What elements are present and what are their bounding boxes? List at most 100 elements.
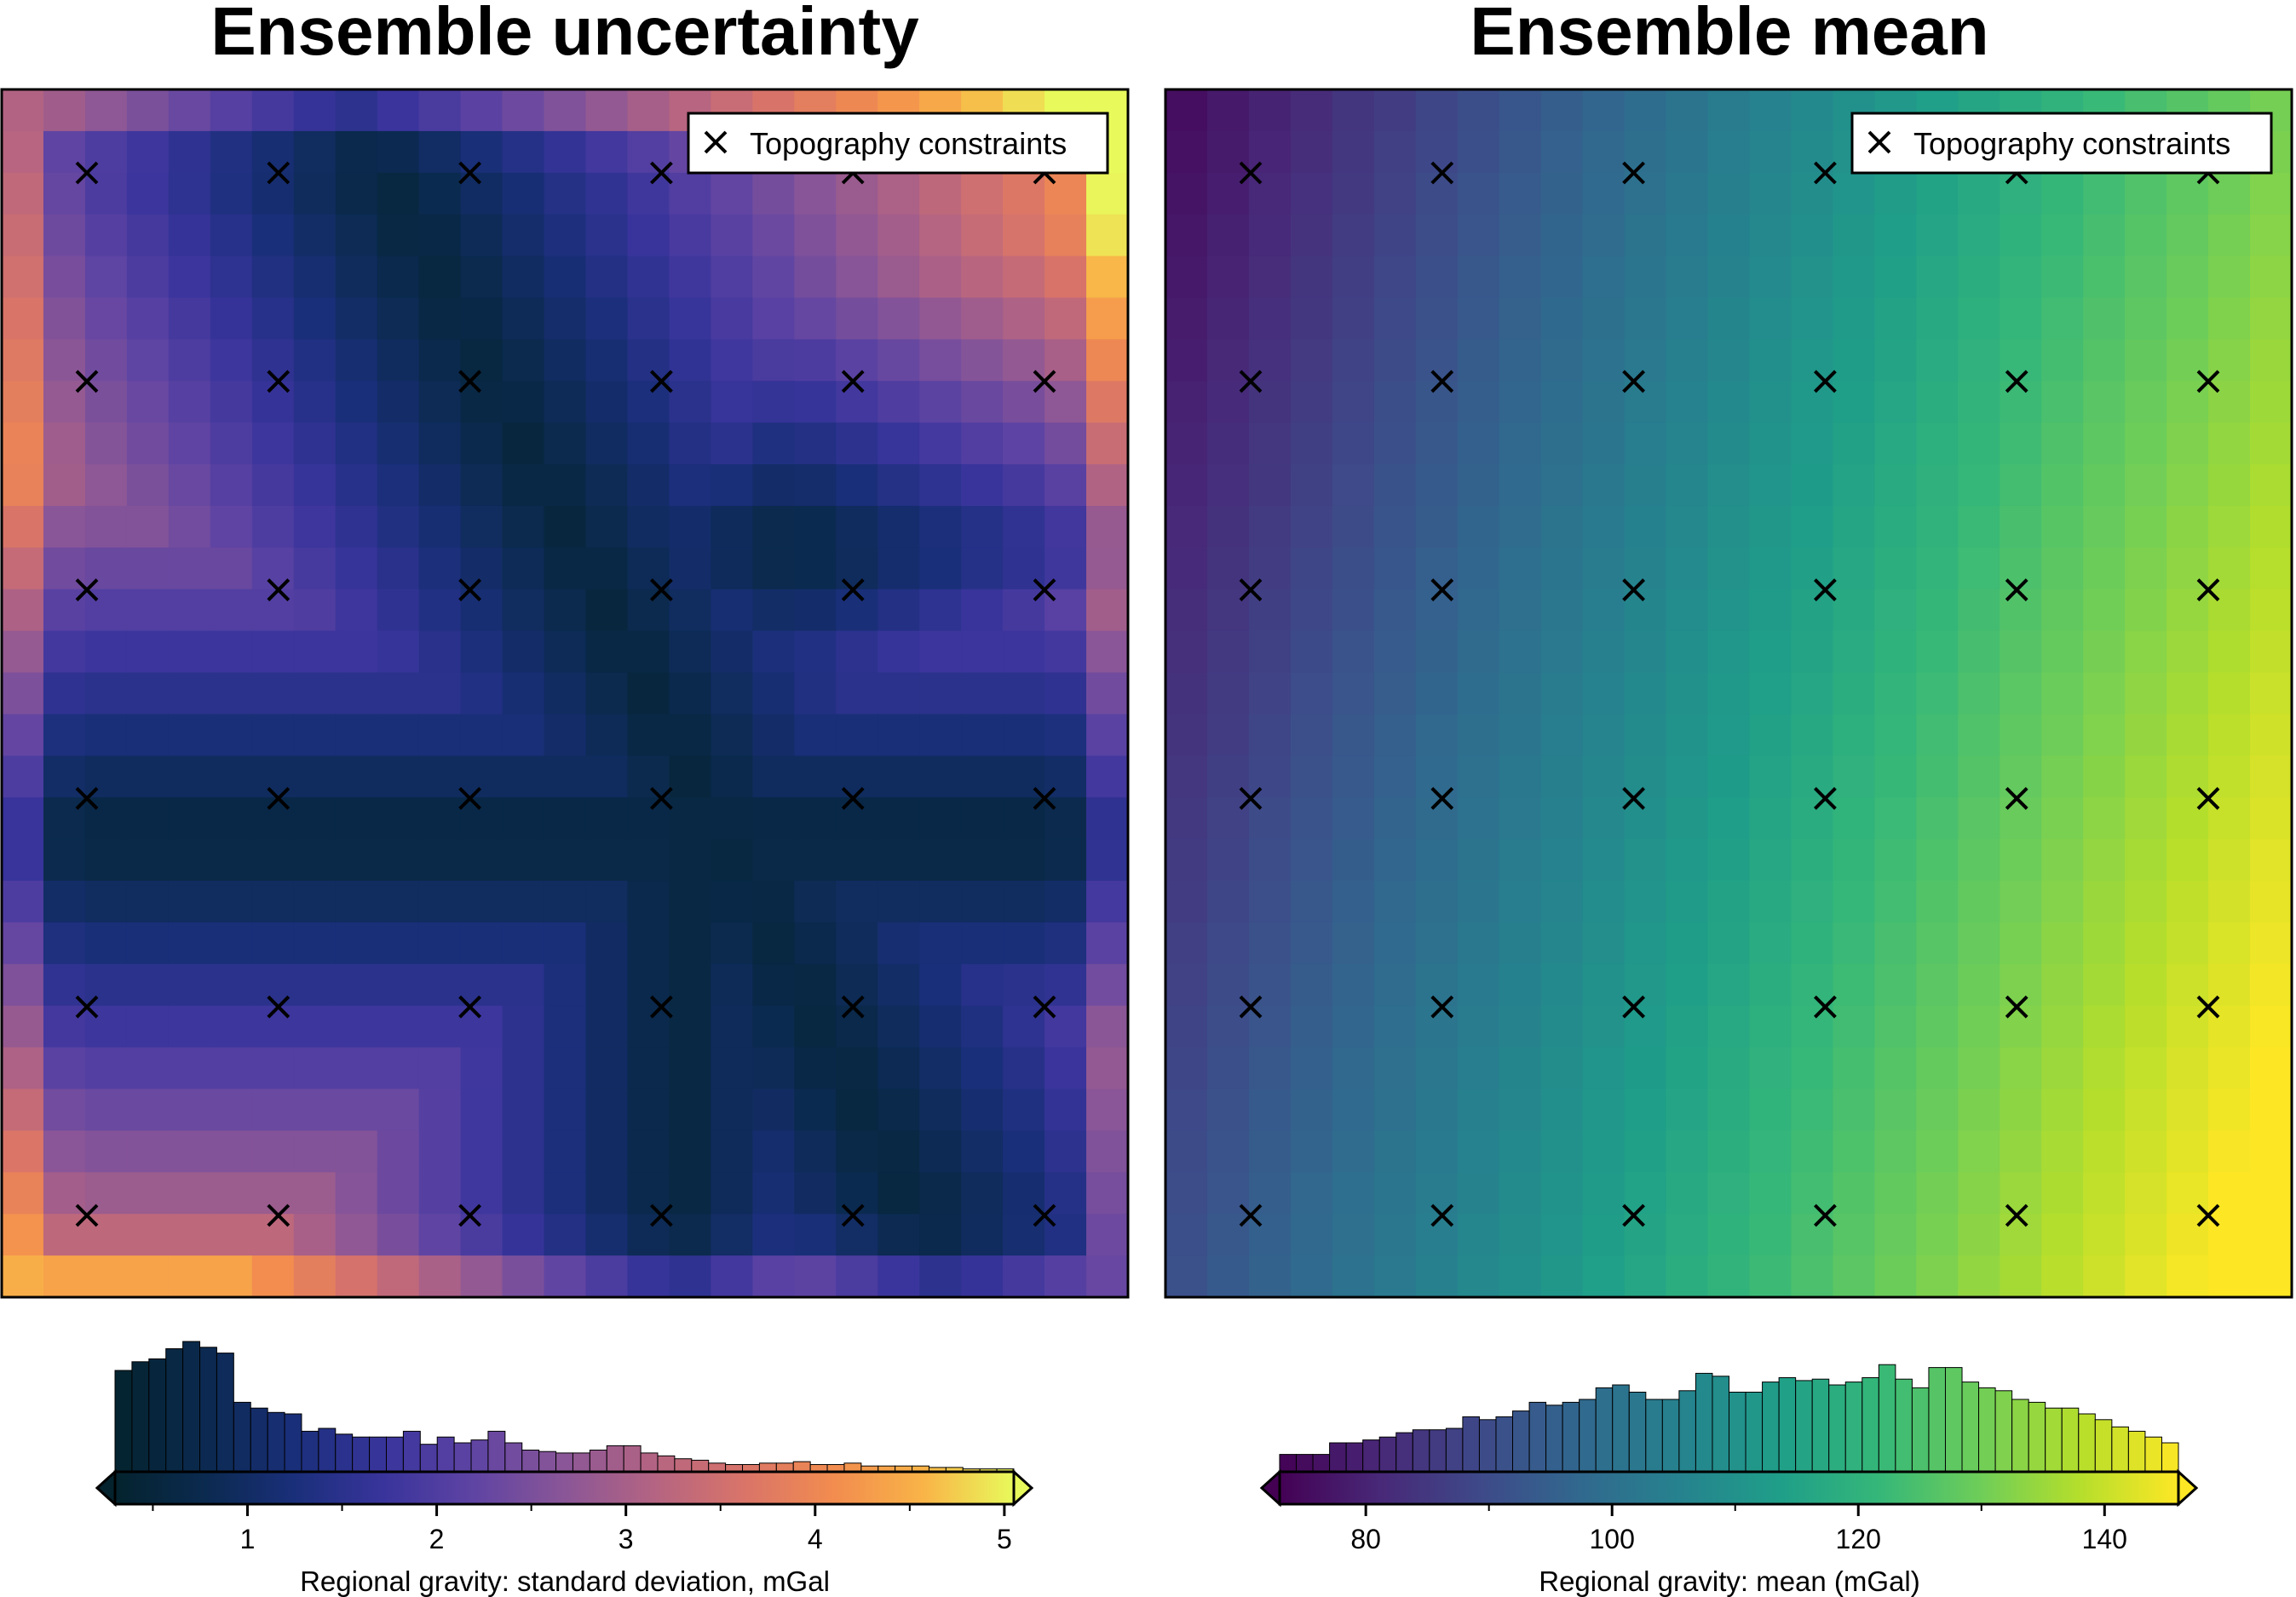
grid-cell [1958,1214,2000,1256]
grid-cell [1666,755,1709,798]
grid-cell [1086,755,1129,798]
grid-cell [1165,672,1208,715]
grid-cell [2,1214,44,1256]
colorbar-tick-label: 3 [619,1524,634,1554]
grid-cell [1003,297,1045,340]
grid-cell [794,797,837,840]
grid-cell [1916,464,1959,507]
grid-cell [210,881,253,923]
grid-cell [1206,464,1250,507]
grid-cell [293,464,337,507]
grid-cell [752,630,795,674]
histogram-bar [1345,1442,1364,1473]
grid-cell [43,1214,86,1256]
grid-cell [1833,1172,1875,1215]
constraint-x-marker [1622,1203,1646,1227]
grid-cell [168,381,211,423]
grid-cell [43,839,86,882]
grid-cell [752,297,795,340]
legend-x-icon [1867,130,1891,154]
histogram-bar [1828,1384,1846,1473]
grid-cell [585,297,629,340]
grid-cell [794,339,837,382]
grid-cell [1003,505,1045,549]
grid-cell [711,755,753,798]
grid-cell [1044,672,1087,715]
constraint-x-marker [1813,995,1837,1019]
grid-cell [377,297,420,340]
grid-cell [919,464,962,507]
colorbar-label: Regional gravity: mean (mGal) [1539,1565,1920,1597]
constraint-x-marker [1430,786,1454,810]
grid-cell [1833,589,1875,632]
grid-cell [752,839,795,882]
grid-cell [836,881,878,923]
grid-cell [2,89,44,132]
grid-cell [2,256,44,299]
grid-cell [1666,589,1709,632]
grid-cell [210,505,253,549]
histogram-bar [640,1452,659,1473]
grid-cell [1958,755,2000,798]
grid-cell [1206,505,1250,549]
grid-cell [1916,1047,1959,1090]
grid-cell [293,89,337,132]
grid-cell [251,422,295,465]
grid-cell [1749,172,1792,215]
grid-cell [2250,672,2293,715]
grid-cell [794,1255,837,1298]
grid-cell [1373,1005,1417,1048]
colorbar-gradient [1278,1470,2180,1506]
grid-cell [1582,963,1626,1007]
grid-cell [2125,881,2167,923]
histogram-bar [589,1450,607,1473]
histogram-bar [1678,1390,1696,1473]
grid-cell [335,755,378,798]
grid-cell [1916,1005,1959,1048]
grid-cell [2000,672,2042,715]
grid-cell [2083,297,2126,340]
grid-cell [460,1047,504,1090]
grid-cell [1624,130,1667,174]
grid-cell [1086,672,1129,715]
colorbar-tick-label: 2 [429,1524,445,1554]
grid-cell [2250,339,2293,382]
grid-cell [1290,630,1333,674]
grid-cell [2250,839,2293,882]
grid-cell [43,1255,86,1298]
grid-cell [293,1005,337,1048]
grid-cell [919,1089,962,1132]
grid-cell [1540,130,1584,174]
grid-cell [1833,297,1875,340]
grid-cell [335,1089,378,1132]
grid-cell [794,839,837,882]
grid-cell [711,1005,753,1048]
grid-cell [168,1005,211,1048]
grid-cell [1457,630,1500,674]
grid-cell [1707,1255,1751,1298]
grid-cell [1248,297,1292,340]
grid-cell [1624,714,1667,756]
histogram-bar [284,1413,302,1473]
grid-cell [2250,922,2293,965]
grid-cell [1086,297,1129,340]
histogram-bar [2127,1430,2146,1473]
grid-cell [1791,714,1833,756]
grid-cell [293,297,337,340]
grid-cell [1582,130,1626,174]
colorbar-over-triangle [1012,1468,1034,1508]
grid-cell [126,505,170,549]
grid-cell [168,1130,211,1173]
grid-cell [544,714,587,756]
histogram-bar [419,1444,438,1473]
constraint-x-marker [2196,578,2220,602]
grid-cell [1086,214,1129,257]
grid-cell [585,172,629,215]
grid-cell [1833,464,1875,507]
grid-cell [1707,547,1751,590]
colorbar-tick-label: 4 [808,1524,823,1554]
grid-cell [669,1047,711,1090]
grid-cell [84,1089,128,1132]
grid-cell [418,839,462,882]
